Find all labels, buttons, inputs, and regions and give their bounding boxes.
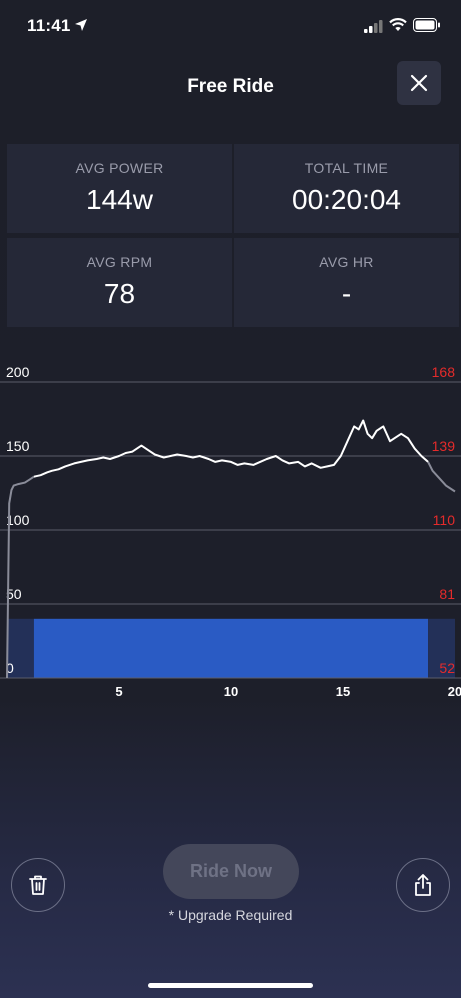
- y-right-tick-label: 168: [432, 364, 456, 380]
- y-right-tick-label: 139: [432, 438, 456, 454]
- y-left-tick-label: 50: [6, 586, 22, 602]
- y-left-tick-label: 100: [6, 512, 30, 528]
- stat-card-avg-power: AVG POWER 144w: [7, 144, 232, 233]
- stat-value: 78: [103, 278, 136, 309]
- stat-label: AVG RPM: [86, 254, 153, 270]
- cellular-signal-icon: [364, 20, 383, 33]
- y-left-tick-label: 0: [6, 660, 14, 676]
- zone-bar: [33, 618, 429, 678]
- y-right-tick-label: 52: [439, 660, 455, 676]
- stat-label: AVG POWER: [75, 160, 164, 176]
- share-button[interactable]: [396, 858, 450, 912]
- stat-value: 00:20:04: [292, 184, 401, 215]
- stat-value: -: [341, 278, 352, 309]
- zone-bar-dim: [7, 618, 34, 678]
- y-left-tick-label: 150: [6, 438, 30, 454]
- ride-now-button[interactable]: Ride Now: [163, 844, 299, 899]
- y-left-tick-label: 200: [6, 364, 30, 380]
- close-button[interactable]: [397, 61, 441, 105]
- page-title: Free Ride: [187, 76, 274, 97]
- share-icon: [415, 874, 431, 896]
- power-line: [33, 419, 429, 478]
- delete-button[interactable]: [11, 858, 65, 912]
- x-tick-label: 15: [336, 684, 350, 699]
- status-bar: 11:41: [0, 0, 461, 54]
- x-tick-label: 10: [224, 684, 238, 699]
- x-tick-label: 20: [448, 684, 461, 699]
- stat-card-avg-hr: AVG HR -: [234, 238, 459, 327]
- wifi-icon: [389, 18, 407, 31]
- trash-icon: [29, 875, 47, 895]
- y-right-tick-label: 81: [439, 586, 455, 602]
- home-indicator: [148, 983, 313, 988]
- x-tick-label: 5: [115, 684, 122, 699]
- status-time: 11:41: [27, 16, 71, 35]
- stat-label: TOTAL TIME: [304, 160, 389, 176]
- location-arrow-icon: [75, 19, 87, 31]
- y-right-tick-label: 110: [433, 512, 456, 528]
- battery-icon: [413, 18, 440, 32]
- power-line-post: [427, 461, 456, 493]
- zone-bar-dim: [428, 618, 455, 678]
- stat-label: AVG HR: [319, 254, 374, 270]
- power-line-pre: [6, 475, 35, 679]
- stat-value: 144w: [86, 184, 153, 215]
- stat-card-avg-rpm: AVG RPM 78: [7, 238, 232, 327]
- ride-power-chart: 200 168 150 139 100 110 50 81 0 52 5 10 15 20: [0, 364, 461, 699]
- close-icon: [410, 74, 428, 92]
- stat-card-total-time: TOTAL TIME 00:20:04: [234, 144, 459, 233]
- upgrade-required-note: * Upgrade Required: [168, 907, 293, 923]
